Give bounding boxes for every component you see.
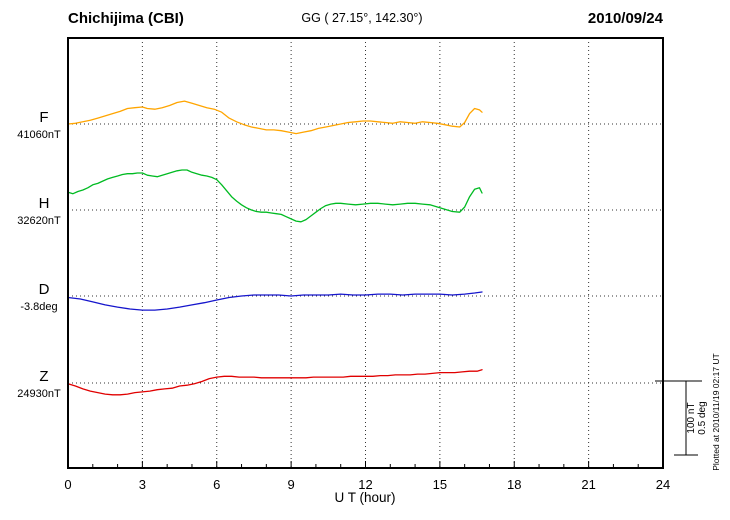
trace-baseline-z: 24930nT — [17, 388, 61, 400]
scale-deg-label: 0.5 deg — [697, 401, 708, 434]
scale-bar: 100 nT 0.5 deg — [655, 380, 708, 456]
x-tick-label: 6 — [213, 477, 220, 492]
x-tick-label: 21 — [581, 477, 595, 492]
trace-h — [67, 169, 483, 223]
trace-letter-d: D — [39, 281, 50, 298]
x-axis-title: U T (hour) — [334, 490, 395, 505]
x-tick-label: 15 — [433, 477, 447, 492]
x-tick-label: 9 — [288, 477, 295, 492]
scale-nt-label: 100 nT — [686, 402, 697, 433]
trace-baseline-d: -3.8deg — [20, 301, 57, 313]
gridlines — [68, 38, 663, 468]
trace-d — [67, 291, 483, 311]
trace-letter-z: Z — [39, 368, 48, 385]
trace-letter-h: H — [39, 195, 50, 212]
x-tick-label: 0 — [64, 477, 71, 492]
x-tick-label: 12 — [358, 477, 372, 492]
trace-z — [67, 369, 483, 396]
plotted-at-note: Plotted at 2010/11/19 02:17 UT — [711, 353, 721, 471]
trace-baseline-h: 32620nT — [17, 215, 61, 227]
trace-f — [67, 100, 483, 135]
axis-tick-labels: 0 3 6 9 12 15 18 21 24 — [64, 477, 670, 492]
x-tick-label: 18 — [507, 477, 521, 492]
date-label: 2010/09/24 — [588, 10, 664, 27]
coordinates-label: GG ( 27.15°, 142.30°) — [301, 11, 422, 25]
trace-lines — [67, 100, 483, 396]
trace-baseline-f: 41060nT — [17, 129, 61, 141]
trace-letter-f: F — [39, 109, 48, 126]
station-title: Chichijima (CBI) — [68, 10, 184, 27]
x-tick-label: 3 — [139, 477, 146, 492]
axis-ticks — [67, 461, 664, 468]
x-tick-label: 24 — [656, 477, 670, 492]
